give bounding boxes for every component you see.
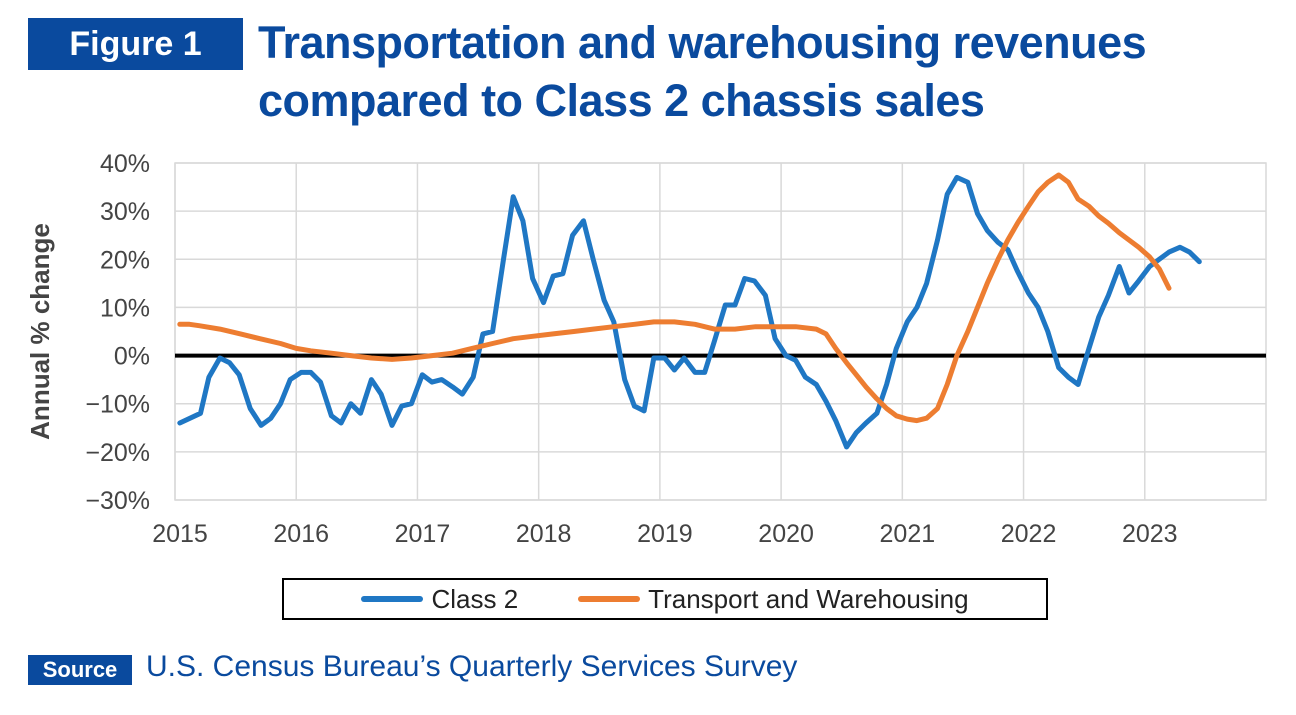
y-tick-label: 0% [114,343,150,371]
series-line-class2 [177,174,1202,450]
legend-label-transport: Transport and Warehousing [648,583,969,614]
y-tick-label: −20% [85,439,150,467]
x-tick-label: 2018 [516,520,572,548]
x-tick-label: 2016 [273,520,329,548]
x-tick-label: 2017 [395,520,451,548]
source-badge: Source [28,655,132,685]
chart-title-line2: compared to Class 2 chassis sales [258,75,985,126]
series-line-transport [177,172,1172,424]
y-tick-label: −10% [85,391,150,419]
source-text: U.S. Census Bureau’s Quarterly Services … [146,650,798,683]
legend-swatch-class2 [361,596,424,602]
x-tick-label: 2023 [1122,520,1178,548]
legend-item-transport: Transport and Warehousing [578,583,969,615]
legend-label-class2: Class 2 [431,583,519,614]
x-tick-label: 2021 [880,520,936,548]
y-tick-label: 30% [100,198,150,226]
y-tick-label: −30% [85,487,150,515]
chart-title-line1: Transportation and warehousing revenues [258,17,1147,68]
line-chart: 40% 30% 20% 10% 0% −10% −20% −30%2015 2016 2017 20… [25,150,1267,548]
y-axis-label: Annual % change [25,223,55,440]
x-tick-label: 2015 [152,520,208,548]
x-tick-label: 2020 [758,520,814,548]
y-tick-label: 20% [100,246,150,274]
legend-swatch-transport [578,596,641,602]
chart-legend: Class 2 Transport and Warehousing [282,578,1048,620]
chart-title: Transportation and warehousing revenues … [258,14,1288,130]
legend-item-class2: Class 2 [361,584,518,615]
x-tick-label: 2022 [1001,520,1057,548]
y-tick-label: 40% [100,150,150,178]
x-tick-label: 2019 [637,520,693,548]
y-tick-label: 10% [100,294,150,322]
figure-badge: Figure 1 [28,18,243,70]
